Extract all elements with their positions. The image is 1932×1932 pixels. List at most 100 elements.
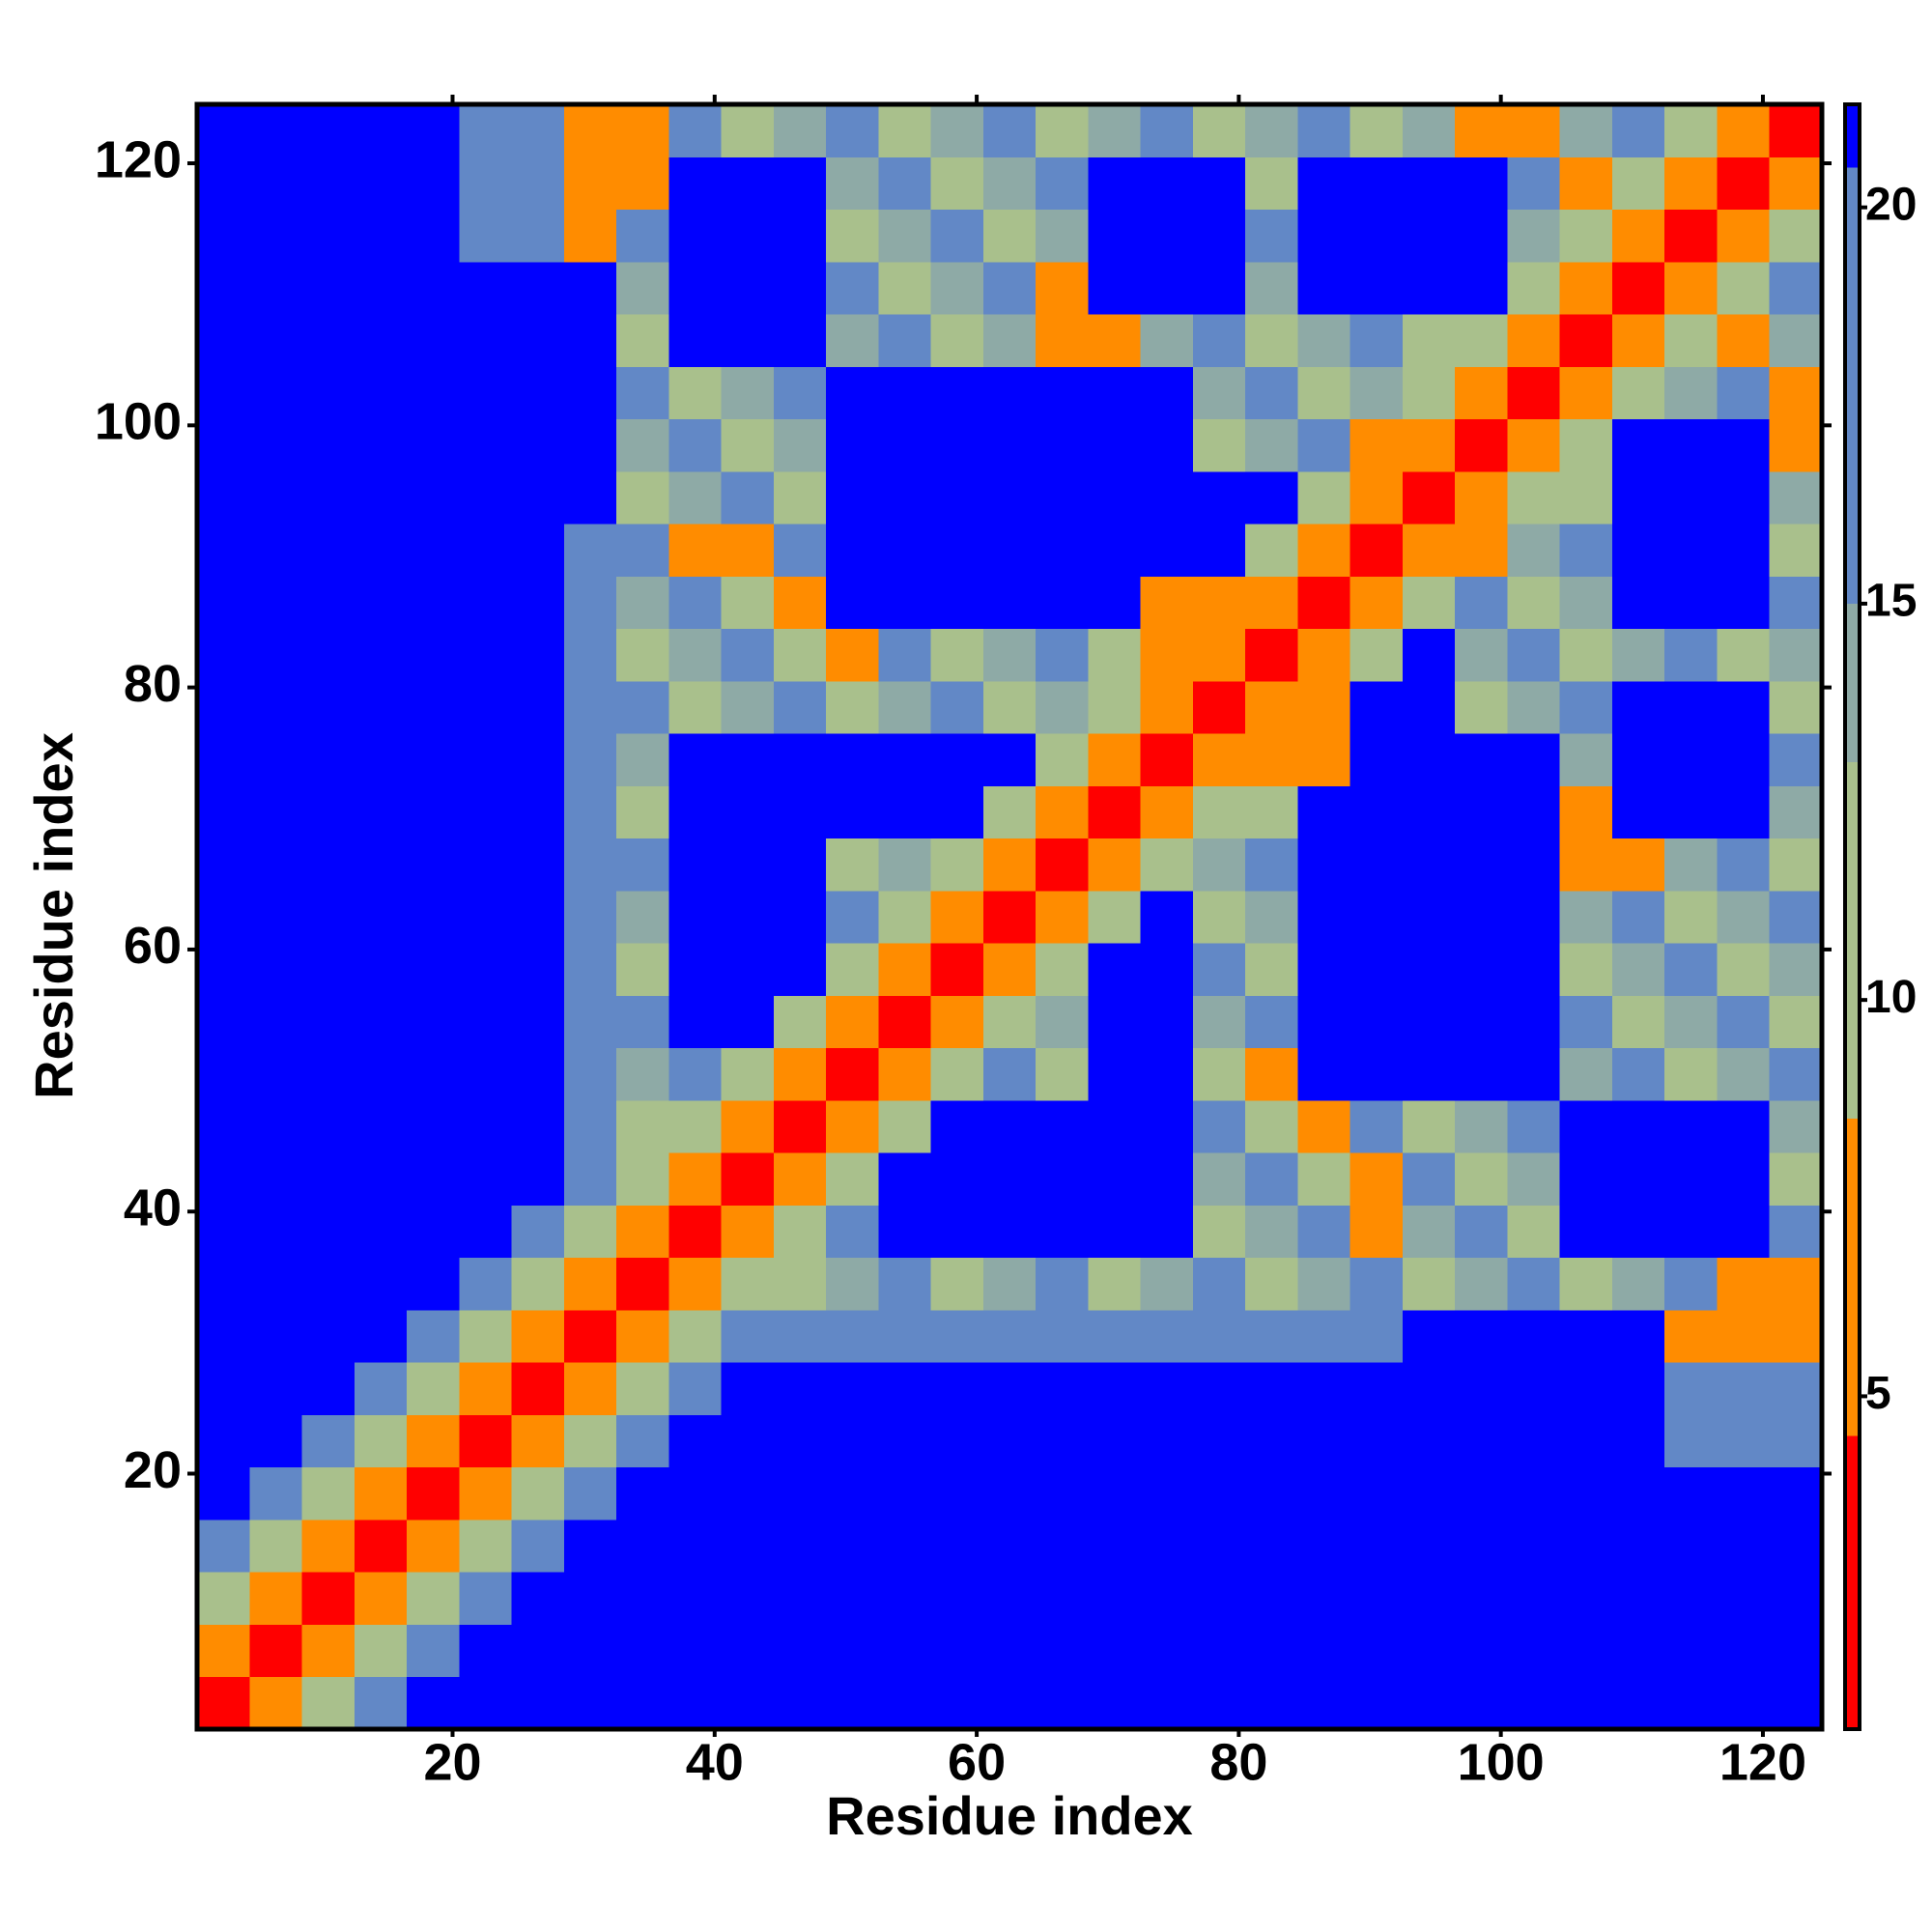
heatmap-cell <box>826 995 879 1049</box>
heatmap-cell <box>301 890 355 944</box>
heatmap-cell <box>1245 418 1298 472</box>
heatmap-cell <box>1192 261 1246 315</box>
heatmap-cell <box>249 680 303 734</box>
heatmap-cell <box>1088 104 1142 157</box>
heatmap-cell <box>1611 1624 1665 1678</box>
heatmap-cell <box>1192 1099 1246 1153</box>
heatmap-cell <box>1455 524 1508 577</box>
heatmap-cell <box>878 209 932 263</box>
heatmap-cell <box>1350 1099 1404 1153</box>
heatmap-cell <box>982 1519 1037 1573</box>
heatmap-cell <box>1036 418 1089 472</box>
heatmap-cell <box>1664 943 1718 996</box>
heatmap-cell <box>1036 470 1089 525</box>
heatmap-cell <box>563 733 617 786</box>
heatmap-cell <box>1507 890 1561 944</box>
heatmap-cell <box>1769 680 1823 734</box>
heatmap-cell <box>1455 1414 1508 1468</box>
heatmap-cell <box>668 418 723 472</box>
heatmap-cell <box>1664 1205 1718 1259</box>
heatmap-cell <box>982 261 1037 315</box>
heatmap-cell <box>1455 1572 1508 1625</box>
heatmap-cell <box>354 838 408 892</box>
x-tick-label: 80 <box>1209 1733 1267 1791</box>
heatmap-cell <box>301 1519 355 1573</box>
heatmap-cell <box>1192 1466 1246 1520</box>
heatmap-cell <box>1297 1309 1351 1363</box>
heatmap-cell <box>1611 1152 1665 1206</box>
heatmap-cell <box>1402 418 1456 472</box>
heatmap-cell <box>563 104 617 157</box>
heatmap-cell <box>721 366 775 420</box>
heatmap-cell <box>930 680 984 734</box>
heatmap-cell <box>826 1624 879 1678</box>
heatmap-cell <box>721 785 775 839</box>
heatmap-cell <box>1664 1257 1718 1311</box>
heatmap-cell <box>878 104 932 157</box>
heatmap-cell <box>878 1572 932 1625</box>
heatmap-cell <box>301 733 355 786</box>
heatmap-cell <box>1717 838 1771 892</box>
heatmap-cell <box>1036 890 1089 944</box>
heatmap-cell <box>1507 1519 1561 1573</box>
heatmap-cell <box>1245 1466 1298 1520</box>
heatmap-cell <box>1769 785 1823 839</box>
heatmap-cell <box>826 1257 879 1311</box>
heatmap-cell <box>930 156 984 211</box>
heatmap-cell <box>511 314 565 367</box>
heatmap-cell <box>930 1572 984 1625</box>
heatmap-cell <box>1717 943 1771 996</box>
heatmap-cell <box>878 1205 932 1259</box>
heatmap-cell <box>1088 156 1142 211</box>
heatmap-cell <box>197 418 250 472</box>
heatmap-cell <box>1140 1624 1194 1678</box>
heatmap-cell <box>1245 156 1298 211</box>
heatmap-cell <box>459 785 513 839</box>
heatmap-cell <box>1611 628 1665 682</box>
heatmap-cell <box>1611 838 1665 892</box>
heatmap-cell <box>1140 1047 1194 1101</box>
heatmap-cell <box>1769 995 1823 1049</box>
heatmap-cell <box>407 366 460 420</box>
heatmap-cell <box>1140 1572 1194 1625</box>
heatmap-cell <box>773 733 827 786</box>
heatmap-cell <box>982 1099 1037 1153</box>
heatmap-cell <box>668 1624 723 1678</box>
heatmap-cell <box>826 524 879 577</box>
heatmap-cell <box>1192 524 1246 577</box>
heatmap-cell <box>721 104 775 157</box>
heatmap-cell <box>1088 366 1142 420</box>
heatmap-cell <box>878 1414 932 1468</box>
heatmap-cell <box>616 1309 669 1363</box>
heatmap-cell <box>249 995 303 1049</box>
heatmap-cell <box>563 995 617 1049</box>
colorbar: 5 10 15 20 <box>1845 104 1917 1729</box>
heatmap-cell <box>1507 261 1561 315</box>
heatmap-cell <box>930 366 984 420</box>
heatmap-cell <box>1611 733 1665 786</box>
heatmap-cell <box>1559 1414 1613 1468</box>
heatmap-cell <box>930 1257 984 1311</box>
heatmap-cell <box>1717 890 1771 944</box>
heatmap-cell <box>1664 1099 1718 1153</box>
heatmap-cell <box>721 733 775 786</box>
heatmap-cell <box>249 628 303 682</box>
heatmap-cell <box>407 680 460 734</box>
heatmap-cell <box>1297 785 1351 839</box>
heatmap-cell <box>1769 1099 1823 1153</box>
heatmap-cell <box>1664 104 1718 157</box>
heatmap-cell <box>301 156 355 211</box>
heatmap-cell <box>668 1676 723 1730</box>
colorbar-band <box>1845 1435 1860 1729</box>
heatmap-cell <box>1455 1362 1508 1415</box>
heatmap-cell <box>197 1257 250 1311</box>
heatmap-cell <box>826 1309 879 1363</box>
heatmap-cell <box>1455 628 1508 682</box>
heatmap-cell <box>616 104 669 157</box>
heatmap-cell <box>1507 838 1561 892</box>
heatmap-cell <box>511 261 565 315</box>
heatmap-cell <box>982 314 1037 367</box>
heatmap-cell <box>1245 1099 1298 1153</box>
heatmap-cell <box>354 733 408 786</box>
